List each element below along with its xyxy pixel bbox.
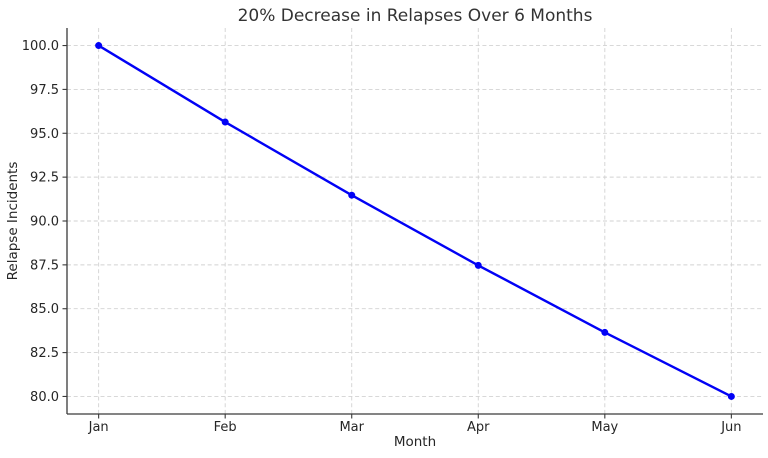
data-point-marker xyxy=(601,328,609,336)
data-line xyxy=(97,44,733,398)
y-tick-label: 85.0 xyxy=(30,302,59,317)
x-tick-label: Mar xyxy=(339,420,364,435)
y-tick-label: 82.5 xyxy=(30,346,59,361)
y-tick-label: 80.0 xyxy=(30,390,59,405)
data-point-marker xyxy=(474,261,482,269)
y-tick-label: 95.0 xyxy=(30,127,59,142)
data-point-marker xyxy=(348,191,356,199)
chart-title: 20% Decrease in Relapses Over 6 Months xyxy=(237,6,593,26)
y-tick-label: 92.5 xyxy=(30,171,59,186)
data-point-marker xyxy=(727,392,735,400)
x-axis-label: Month xyxy=(393,434,437,450)
y-tick-label: 90.0 xyxy=(30,215,59,230)
data-point-marker xyxy=(221,118,229,126)
x-tick-label: May xyxy=(591,420,618,435)
x-tick-label: Jan xyxy=(88,420,109,435)
y-tick-label: 87.5 xyxy=(30,258,59,273)
x-tick-label: Jun xyxy=(720,420,741,435)
x-tick-label: Apr xyxy=(467,420,490,435)
y-tick-label: 97.5 xyxy=(30,83,59,98)
y-tick-label: 100.0 xyxy=(22,39,59,54)
x-tick-label: Feb xyxy=(214,420,237,435)
data-point-marker xyxy=(95,42,103,50)
